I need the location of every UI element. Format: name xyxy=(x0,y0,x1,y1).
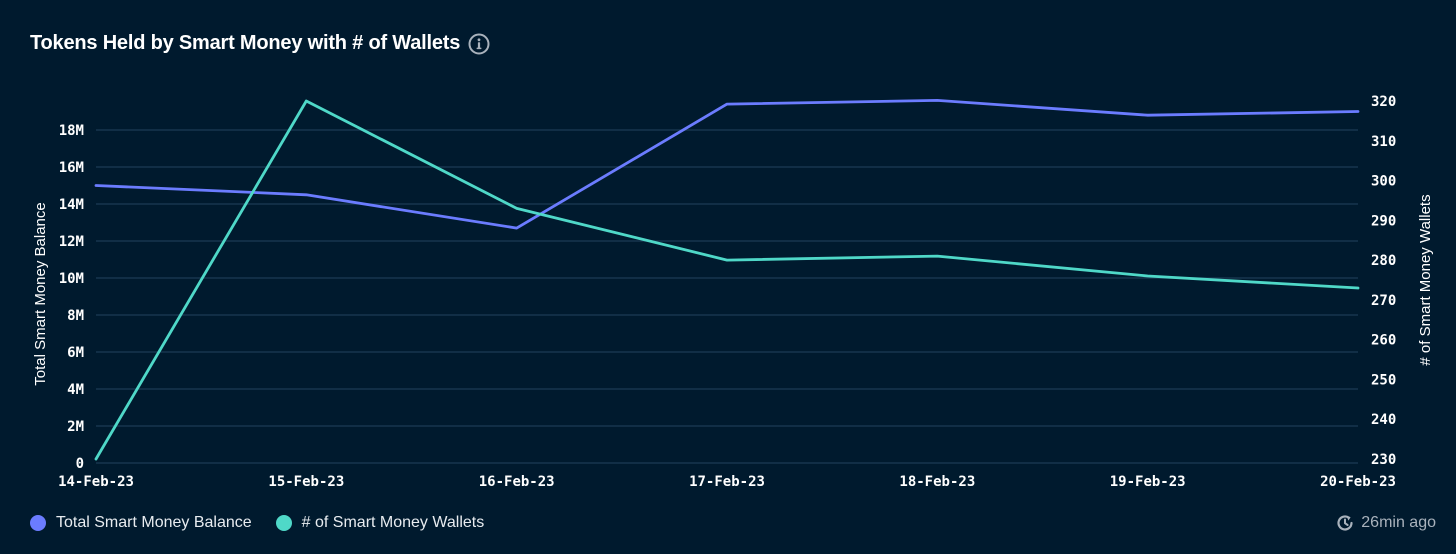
right-tick-label: 240 xyxy=(1371,412,1396,428)
x-tick-label: 20-Feb-23 xyxy=(1320,474,1396,490)
gridlines xyxy=(96,129,1358,464)
x-tick-label: 19-Feb-23 xyxy=(1110,474,1186,490)
last-updated: 26min ago xyxy=(1336,514,1436,532)
left-tick-label: 14M xyxy=(59,197,84,213)
x-tick-label: 17-Feb-23 xyxy=(689,474,765,490)
legend-item-wallets[interactable]: # of Smart Money Wallets xyxy=(275,514,485,532)
right-axis-ticks: 230 240 250 260 270 280 290 300 310 320 xyxy=(1371,94,1396,468)
legend-item-balance[interactable]: Total Smart Money Balance xyxy=(30,514,252,532)
right-tick-label: 320 xyxy=(1371,94,1396,110)
left-axis-ticks: 0 2M 4M 6M 8M 10M 12M 14M 16M 18M xyxy=(59,123,84,472)
info-circle-icon[interactable] xyxy=(468,33,490,55)
last-updated-text: 26min ago xyxy=(1361,514,1436,531)
series-line-wallets[interactable] xyxy=(94,99,1360,461)
left-tick-label: 18M xyxy=(59,123,84,139)
legend-label-wallets: # of Smart Money Wallets xyxy=(301,514,485,531)
right-tick-label: 280 xyxy=(1371,253,1396,269)
chart-legend: Total Smart Money Balance # of Smart Mon… xyxy=(30,514,484,532)
series-line-balance[interactable] xyxy=(94,99,1360,230)
left-tick-label: 6M xyxy=(67,345,84,361)
legend-dot-balance xyxy=(30,515,46,531)
left-axis-title: Total Smart Money Balance xyxy=(32,202,49,385)
chart-title: Tokens Held by Smart Money with # of Wal… xyxy=(30,32,461,54)
right-tick-label: 250 xyxy=(1371,372,1396,388)
legend-label-balance: Total Smart Money Balance xyxy=(56,514,252,531)
right-tick-label: 310 xyxy=(1371,134,1396,150)
left-tick-label: 16M xyxy=(59,160,84,176)
right-tick-label: 230 xyxy=(1371,452,1396,468)
legend-dot-wallets xyxy=(275,515,292,531)
x-tick-label: 16-Feb-23 xyxy=(479,474,555,490)
x-tick-label: 15-Feb-23 xyxy=(268,474,344,490)
left-tick-label: 10M xyxy=(59,271,84,287)
x-tick-label: 18-Feb-23 xyxy=(899,474,975,490)
right-tick-label: 300 xyxy=(1371,174,1396,190)
series-lines xyxy=(94,99,1360,461)
right-tick-label: 260 xyxy=(1371,333,1396,349)
clock-refresh-icon xyxy=(1336,514,1354,532)
x-tick-label: 14-Feb-23 xyxy=(58,474,134,490)
left-tick-label: 2M xyxy=(67,419,84,435)
right-tick-label: 290 xyxy=(1371,213,1396,229)
left-tick-label: 8M xyxy=(67,308,84,324)
left-tick-label: 12M xyxy=(59,234,84,250)
right-axis-title: # of Smart Money Wallets xyxy=(1417,194,1434,365)
right-tick-label: 270 xyxy=(1371,293,1396,309)
left-tick-label: 4M xyxy=(67,382,84,398)
chart-header: Tokens Held by Smart Money with # of Wal… xyxy=(30,32,490,55)
left-tick-label: 0 xyxy=(76,456,84,472)
x-axis-ticks: 14-Feb-23 15-Feb-23 16-Feb-23 17-Feb-23 18-F… xyxy=(58,474,1396,490)
